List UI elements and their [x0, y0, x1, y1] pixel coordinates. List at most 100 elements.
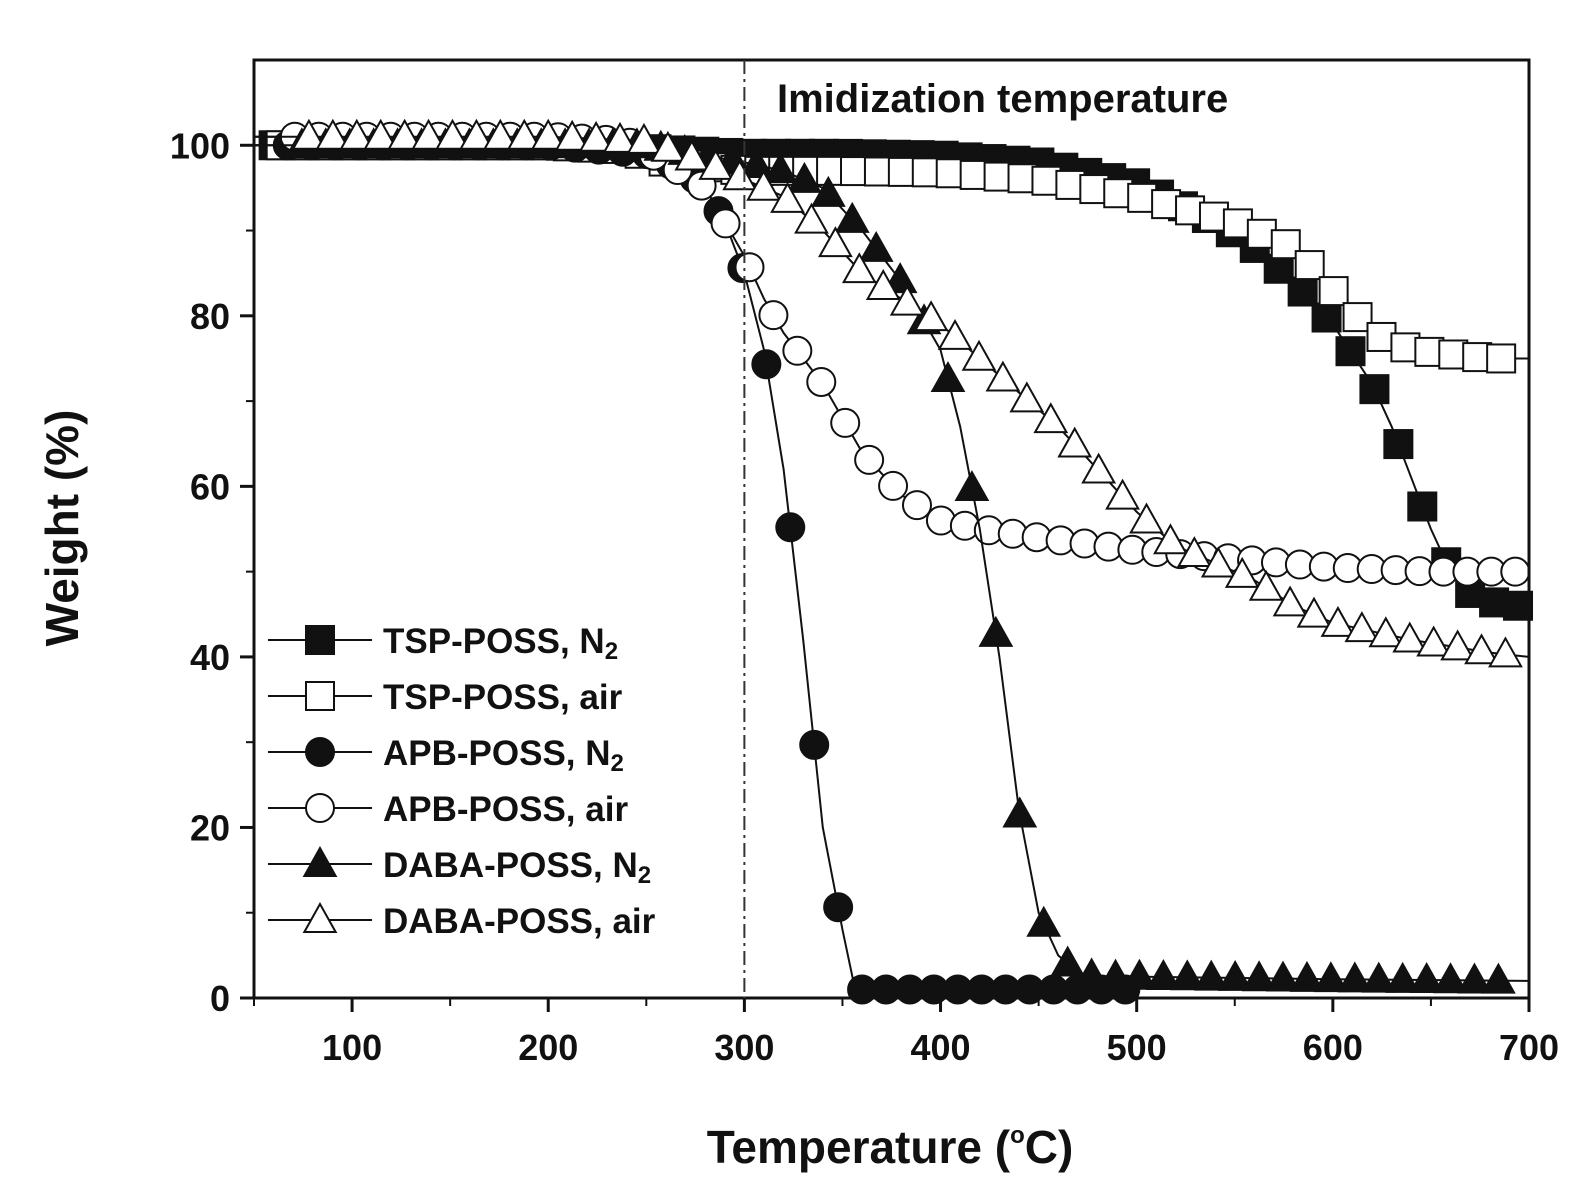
- data-point: [1105, 478, 1140, 510]
- data-point: [435, 118, 470, 150]
- x-tick-label: 300: [714, 1027, 774, 1068]
- data-point: [1074, 957, 1109, 989]
- data-point: [1145, 959, 1181, 990]
- data-point: [1500, 556, 1531, 587]
- data-point: [698, 148, 734, 180]
- data-point: [1433, 962, 1468, 994]
- legend-label-main: TSP-POSS, air: [383, 678, 623, 717]
- data-point: [751, 349, 782, 380]
- legend-marker: [305, 793, 335, 823]
- data-point: [902, 490, 932, 521]
- data-point: [1311, 302, 1342, 333]
- data-point: [291, 118, 327, 150]
- data-point: [578, 120, 614, 152]
- data-point: [1033, 402, 1069, 434]
- y-axis-title: Weight (%): [36, 410, 88, 647]
- legend-label-subscript: 2: [605, 638, 618, 665]
- data-point: [459, 118, 494, 150]
- data-point: [1081, 452, 1117, 484]
- y-tick-label: 60: [190, 466, 230, 507]
- data-point: [806, 366, 837, 397]
- data-point: [818, 226, 853, 258]
- x-axis-title-main: Temperature (: [707, 1121, 1011, 1173]
- legend-label: TSP-POSS, N2: [383, 622, 618, 665]
- data-point: [1026, 905, 1062, 937]
- data-point: [858, 230, 894, 262]
- data-point: [834, 201, 870, 233]
- data-point: [830, 407, 861, 438]
- data-point: [865, 268, 901, 300]
- legend-label-main: DABA-POSS, N: [383, 846, 638, 885]
- data-point: [387, 118, 423, 150]
- data-point: [722, 159, 758, 191]
- data-point: [985, 360, 1021, 392]
- legend-label: TSP-POSS, air: [383, 678, 623, 717]
- data-point: [913, 300, 949, 332]
- data-point: [889, 284, 925, 316]
- legend-item: APB-POSS, air: [268, 790, 628, 829]
- data-point: [710, 208, 741, 239]
- data-point: [1009, 381, 1045, 413]
- data-point: [1294, 250, 1325, 281]
- data-point: [1464, 633, 1499, 665]
- data-point: [1383, 429, 1414, 460]
- data-point: [799, 729, 830, 760]
- data-point: [1409, 962, 1444, 994]
- data-point: [1368, 616, 1404, 648]
- legend-item: DABA-POSS, air: [268, 901, 656, 941]
- legend-label: DABA-POSS, air: [383, 902, 656, 941]
- y-tick-label: 40: [190, 637, 230, 678]
- x-axis-title-degree: o: [1010, 1122, 1025, 1149]
- data-point: [841, 252, 877, 284]
- data-point: [1335, 336, 1366, 367]
- data-point: [1457, 962, 1492, 994]
- legend-label: APB-POSS, air: [383, 790, 628, 829]
- data-point: [1200, 546, 1236, 578]
- legend-label: DABA-POSS, N2: [383, 846, 651, 889]
- x-tick-label: 700: [1499, 1027, 1559, 1068]
- data-point: [1289, 960, 1325, 992]
- series-daba-poss-air: [254, 118, 1530, 668]
- data-point: [1503, 590, 1534, 621]
- x-tick-label: 400: [910, 1027, 970, 1068]
- data-point: [1481, 962, 1516, 994]
- data-point: [411, 118, 446, 150]
- data-point: [1193, 959, 1229, 991]
- data-point: [1313, 961, 1349, 993]
- data-point: [1486, 343, 1517, 374]
- data-point: [1098, 958, 1133, 990]
- x-tick-label: 100: [322, 1027, 382, 1068]
- legend-label-main: TSP-POSS, N: [383, 622, 605, 661]
- legend-marker: [305, 625, 335, 655]
- data-point: [1359, 374, 1390, 405]
- data-point: [530, 118, 566, 150]
- data-point: [937, 318, 973, 350]
- x-tick-label: 600: [1303, 1027, 1363, 1068]
- legend-label-main: APB-POSS, air: [383, 790, 628, 829]
- data-point: [1122, 958, 1157, 990]
- data-point: [363, 118, 399, 150]
- data-point: [506, 118, 542, 150]
- data-point: [878, 470, 909, 501]
- data-point: [1169, 959, 1205, 991]
- data-point: [1337, 961, 1373, 993]
- x-tick-label: 500: [1107, 1027, 1167, 1068]
- legend-marker: [305, 681, 335, 711]
- legend-marker: [305, 737, 335, 767]
- imidization-annotation: Imidization temperature: [777, 77, 1228, 121]
- data-point: [1002, 796, 1038, 828]
- data-point: [787, 161, 822, 193]
- legend-label-subscript: 2: [611, 750, 624, 777]
- data-point: [1488, 636, 1523, 668]
- data-point: [602, 121, 638, 153]
- legend-label: APB-POSS, N2: [383, 734, 624, 777]
- data-point: [650, 130, 686, 162]
- data-point: [1407, 491, 1438, 522]
- data-point: [1217, 959, 1253, 991]
- y-tick-label: 20: [190, 807, 230, 848]
- data-point: [674, 139, 710, 171]
- data-point: [823, 892, 854, 923]
- legend-item: DABA-POSS, N2: [268, 845, 651, 889]
- data-point: [1416, 625, 1452, 657]
